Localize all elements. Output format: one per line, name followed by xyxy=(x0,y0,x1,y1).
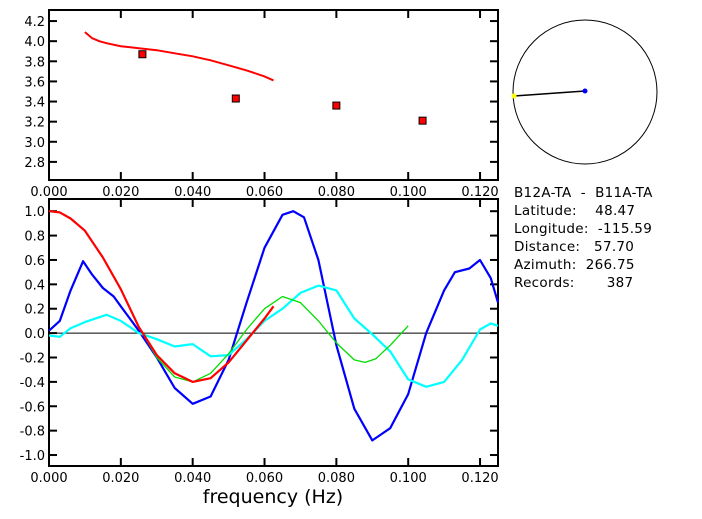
x-tick-label: 0.120 xyxy=(461,185,498,200)
latitude-readout: Latitude: 48.47 xyxy=(514,203,636,219)
x-tick-label: 0.060 xyxy=(246,471,283,486)
y-tick-label: 1.0 xyxy=(24,205,45,220)
measurement-point xyxy=(332,101,341,110)
x-tick-label: 0.060 xyxy=(246,185,283,200)
x-tick-label: 0.080 xyxy=(318,185,355,200)
y-tick-label: 4.2 xyxy=(24,15,45,30)
dispersion-curve xyxy=(84,31,274,82)
x-tick-label: 0.100 xyxy=(390,471,427,486)
plot-frame xyxy=(48,198,499,467)
x-axis-label: frequency (Hz) xyxy=(203,486,343,508)
x-tick-label: 0.080 xyxy=(318,471,355,486)
y-tick-label: -0.8 xyxy=(20,425,45,440)
target-marker xyxy=(511,93,517,99)
y-tick-label: 3.8 xyxy=(24,55,45,70)
y-tick-label: -0.4 xyxy=(20,376,45,391)
path-line xyxy=(513,90,586,97)
records-readout: Records: 387 xyxy=(514,275,634,291)
measurement-point xyxy=(138,50,147,59)
y-tick-label: 4.0 xyxy=(24,35,45,50)
azimuth-readout: Azimuth: 266.75 xyxy=(514,257,635,273)
y-tick-label: 0.4 xyxy=(24,278,45,293)
y-tick-label: -0.2 xyxy=(20,351,45,366)
y-tick-label: -0.6 xyxy=(20,400,45,415)
plot-frame xyxy=(48,9,499,181)
y-tick-label: 0.2 xyxy=(24,303,45,318)
y-tick-label: 0.8 xyxy=(24,230,45,245)
station-pair-title: B12A-TA - B11A-TA xyxy=(514,185,653,201)
correlation-plot: 0.000 0.020 0.040 0.060 0.080 0.100 0.120 -1.0 -… xyxy=(20,198,500,486)
measurement-point xyxy=(418,116,427,125)
map-circle xyxy=(512,19,658,165)
azimuth-map xyxy=(511,19,658,165)
x-tick-label: 0.000 xyxy=(30,471,67,486)
blue-series xyxy=(48,210,500,442)
y-tick-label: 3.0 xyxy=(24,136,45,151)
y-tick-label: 3.4 xyxy=(24,96,45,111)
y-tick-label: 3.2 xyxy=(24,116,45,131)
y-tick-label: 0.6 xyxy=(24,254,45,269)
y-tick-label: 0.0 xyxy=(24,327,45,342)
x-tick-label: 0.000 xyxy=(30,185,67,200)
y-tick-label: 2.8 xyxy=(24,156,45,171)
red-series xyxy=(48,210,275,383)
cyan-series xyxy=(48,284,499,388)
x-tick-label: 0.040 xyxy=(174,471,211,486)
x-tick-label: 0.120 xyxy=(461,471,498,486)
measurement-point xyxy=(231,94,240,103)
velocity-plot: 0.000 0.020 0.040 0.060 0.080 0.100 0.120 2.8 3.… xyxy=(24,9,499,200)
y-tick-label: 3.6 xyxy=(24,75,45,90)
y-tick-label: -1.0 xyxy=(20,449,45,464)
x-tick-label: 0.040 xyxy=(174,185,211,200)
station-marker xyxy=(582,88,588,94)
x-tick-label: 0.100 xyxy=(390,185,427,200)
longitude-readout: Longitude: -115.59 xyxy=(514,221,653,237)
x-tick-label: 0.020 xyxy=(102,185,139,200)
x-tick-label: 0.020 xyxy=(102,471,139,486)
distance-readout: Distance: 57.70 xyxy=(514,239,635,255)
